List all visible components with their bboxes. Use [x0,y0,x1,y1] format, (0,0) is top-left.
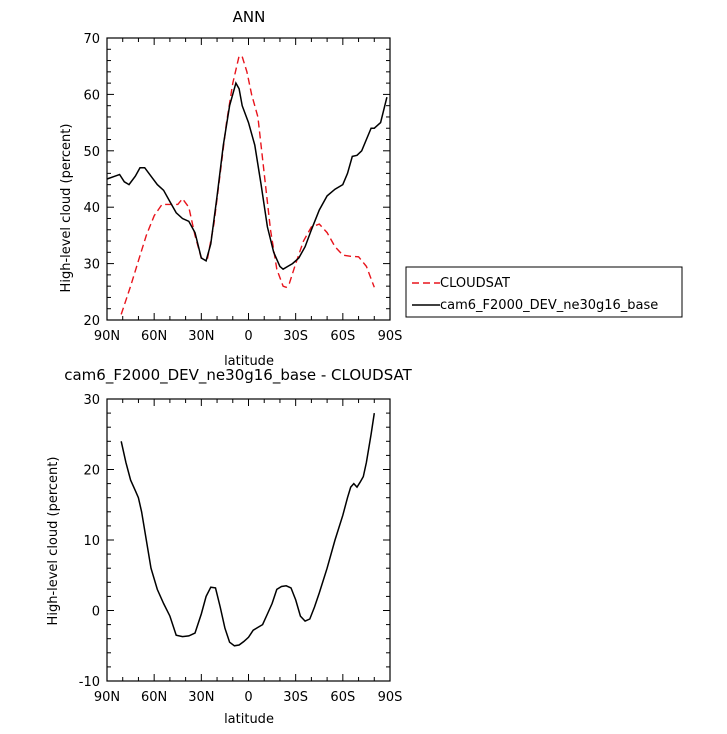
series-line-cam6 [106,81,388,271]
bottom-tick-marks [106,398,391,682]
bottom-ytick-label: 10 [83,534,100,549]
bottom-panel: cam6_F2000_DEV_ne30g16_base - CLOUDSAT l… [46,366,413,727]
top-ytick-label: 70 [83,32,100,47]
bottom-xtick-label: 30N [188,690,214,705]
bottom-ytick-label: 0 [92,605,100,620]
top-ytick-label: 50 [83,145,100,160]
top-ylabel: High-level cloud (percent) [59,124,74,293]
bottom-xlabel: latitude [224,712,274,727]
bottom-xtick-label: 90S [378,690,403,705]
top-title: ANN [233,8,266,26]
top-ytick-label: 20 [83,314,100,329]
top-ytick-label: 60 [83,88,100,103]
top-xtick-label: 60N [141,329,167,344]
legend-label-cloudsat: CLOUDSAT [440,276,510,291]
top-xlabel: latitude [224,354,274,369]
legend-label-cam6: cam6_F2000_DEV_ne30g16_base [440,298,658,313]
bottom-xtick-label: 0 [244,690,252,705]
top-xtick-label: 90N [94,329,120,344]
top-xtick-label: 30S [283,329,308,344]
legend-box [405,266,683,318]
top-tick-marks [106,37,391,321]
bottom-ytick-label: 30 [83,393,100,408]
top-panel: ANN latitude High-level cloud (percent) … [59,8,402,369]
bottom-plot-frame [106,398,391,682]
legend: CLOUDSAT cam6_F2000_DEV_ne30g16_base [405,266,683,318]
bottom-ylabel: High-level cloud (percent) [46,457,61,626]
bottom-ytick-label: -10 [79,675,100,690]
top-ytick-label: 40 [83,201,100,216]
top-xtick-label: 90S [378,329,403,344]
bottom-title: cam6_F2000_DEV_ne30g16_base - CLOUDSAT [64,366,412,385]
bottom-xtick-label: 60N [141,690,167,705]
bottom-ytick-label: 20 [83,464,100,479]
bottom-xtick-label: 90N [94,690,120,705]
top-xtick-label: 0 [244,329,252,344]
bottom-xtick-label: 60S [330,690,355,705]
top-xtick-label: 30N [188,329,214,344]
top-ytick-label: 30 [83,258,100,273]
bottom-xtick-label: 30S [283,690,308,705]
top-xtick-label: 60S [330,329,355,344]
series-line-cloudsat [120,55,375,315]
series-line-difference [120,412,376,647]
